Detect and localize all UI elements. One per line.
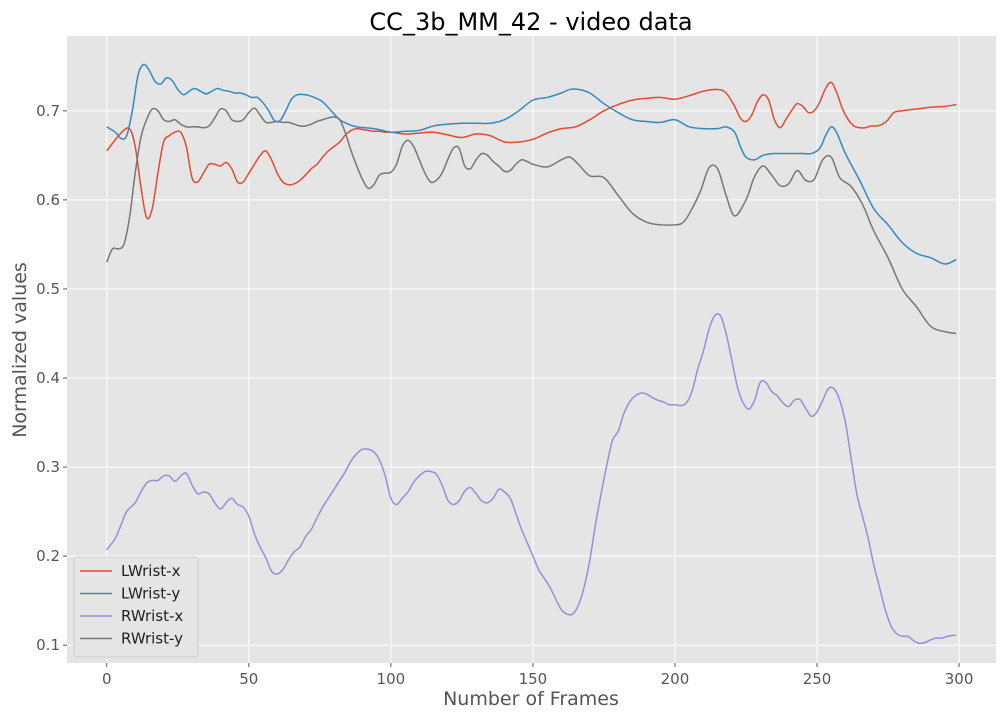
x-tick-label: 100 [377, 670, 406, 688]
legend-label-lwrist-x: LWrist-x [121, 562, 181, 580]
legend-label-rwrist-x: RWrist-x [121, 607, 183, 625]
legend-label-lwrist-y: LWrist-y [121, 585, 180, 603]
legend: LWrist-x LWrist-y RWrist-x RWrist-y [73, 556, 199, 658]
chart-title: CC_3b_MM_42 - video data [369, 8, 692, 36]
x-tick-label: 250 [803, 670, 832, 688]
x-tick-labels: 0 50 100 150 200 250 300 [102, 663, 973, 688]
y-tick-label: 0.3 [36, 458, 60, 476]
plot-background [67, 36, 996, 663]
x-tick-label: 150 [519, 670, 548, 688]
grid-lines [67, 36, 996, 663]
series-line-rwrist-x [106, 312, 957, 645]
y-tick-label: 0.1 [36, 636, 60, 654]
legend-label-rwrist-y: RWrist-y [121, 630, 183, 648]
series-line-rwrist-y [106, 107, 957, 335]
legend-box [73, 556, 199, 658]
y-tick-label: 0.4 [36, 369, 60, 387]
x-tick-label: 200 [661, 670, 690, 688]
x-tick-label: 0 [102, 670, 112, 688]
y-tick-labels: 0.1 0.2 0.3 0.4 0.5 0.6 0.7 [36, 102, 67, 654]
y-tick-label: 0.5 [36, 280, 60, 298]
y-axis-label: Normalized values [9, 262, 31, 438]
x-tick-label: 50 [239, 670, 258, 688]
x-axis-label: Number of Frames [443, 688, 619, 710]
y-tick-label: 0.7 [36, 102, 60, 120]
y-tick-label: 0.6 [36, 191, 60, 209]
series-line-lwrist-x [106, 81, 957, 220]
x-tick-label: 300 [945, 670, 974, 688]
y-tick-label: 0.2 [36, 547, 60, 565]
series-layer [106, 63, 957, 645]
series-line-lwrist-y [106, 63, 957, 265]
